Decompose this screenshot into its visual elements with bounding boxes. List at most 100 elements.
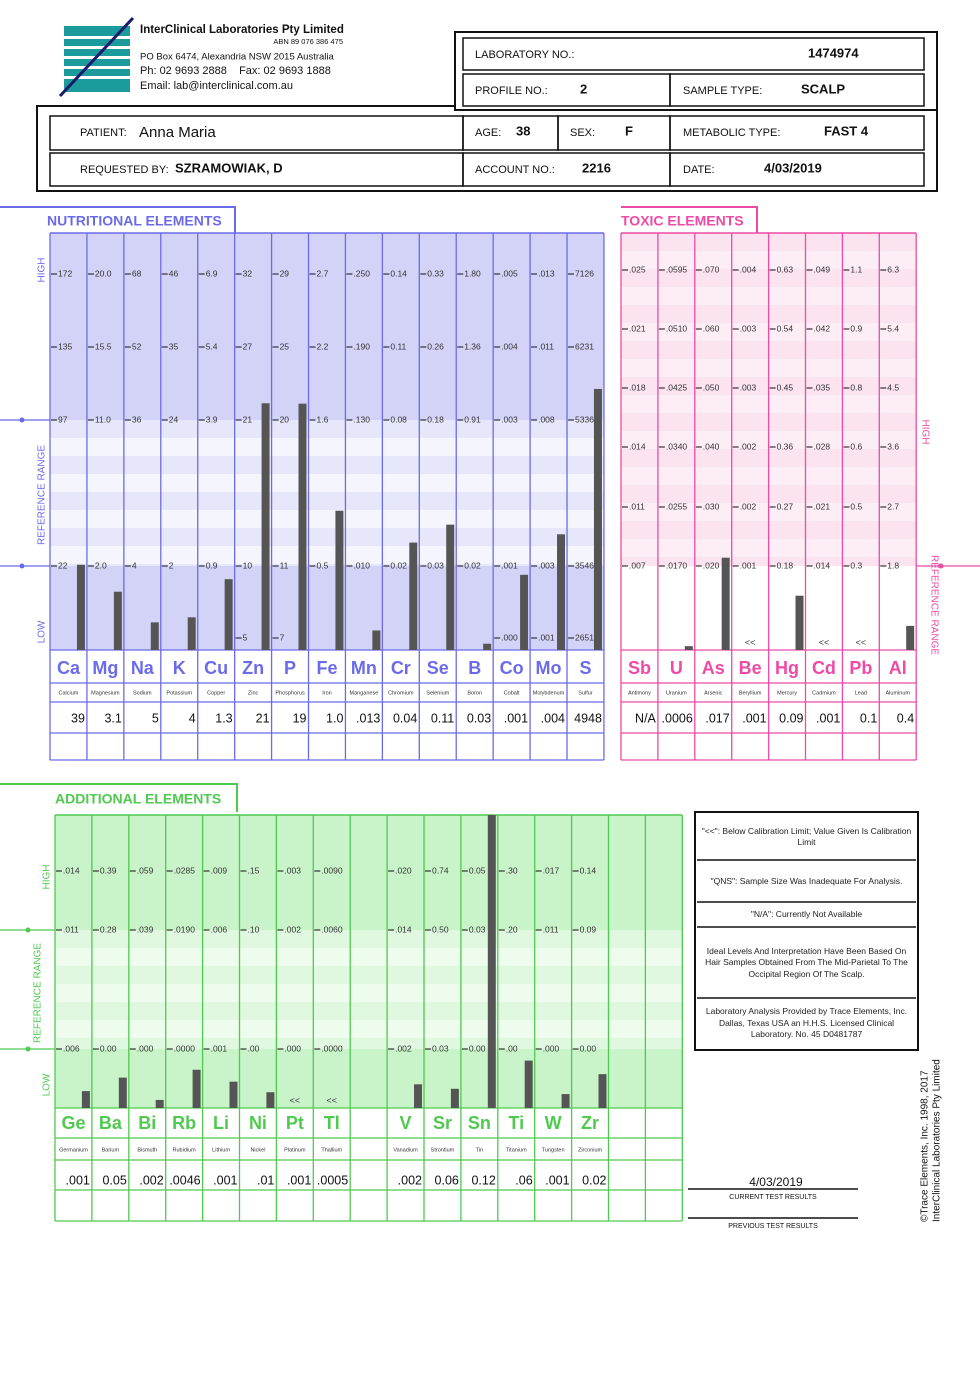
- tick-label: 0.11: [390, 341, 406, 351]
- tick-label: 35: [169, 341, 179, 351]
- tick-label: .00: [248, 1043, 260, 1053]
- panel-tab: [621, 206, 758, 233]
- tick-label: 2.2: [317, 341, 329, 351]
- tick-label: 7: [280, 632, 285, 642]
- header-frame: [36, 31, 938, 192]
- element-symbol: Tl: [324, 1113, 340, 1133]
- current-date: 4/03/2019: [749, 1175, 803, 1189]
- element-name: Strontium: [431, 1147, 455, 1153]
- tick-label: 0.3: [850, 560, 862, 570]
- tick-label: 172: [58, 268, 72, 278]
- tick-label: 7126: [575, 268, 594, 278]
- element-name: Selenium: [426, 690, 449, 696]
- tick-label: .000: [137, 1043, 154, 1053]
- element-name: Tin: [476, 1147, 483, 1153]
- result-bar: [229, 1081, 238, 1108]
- profile: 2: [580, 81, 587, 96]
- result-bar: [561, 1094, 570, 1108]
- result: .017: [705, 711, 729, 725]
- tick-label: 0.03: [432, 1043, 449, 1053]
- tick-label: 10: [243, 560, 253, 570]
- result-bar: [335, 510, 344, 650]
- result-bar: [598, 1074, 607, 1108]
- tick-label: 5.4: [206, 341, 218, 351]
- tick-label: 2.0: [95, 560, 107, 570]
- result-bar: [450, 1088, 459, 1108]
- result: .001: [213, 1173, 237, 1187]
- tick-label: 3.9: [206, 414, 218, 424]
- result: .013: [356, 711, 380, 725]
- element-name: Chromium: [388, 690, 414, 696]
- result-bar: [906, 625, 915, 650]
- tick-label: .00: [506, 1043, 518, 1053]
- tick-label: .004: [740, 264, 757, 274]
- tick-label: .001: [740, 560, 757, 570]
- note: Ideal Levels And Interpretation Have Bee…: [705, 945, 908, 979]
- band-stripe: [55, 1020, 683, 1038]
- profile-label: PROFILE NO.:: [475, 85, 548, 97]
- tick-label: .060: [703, 323, 720, 333]
- element-name: Germanium: [59, 1147, 88, 1153]
- result-bar: [155, 1099, 164, 1108]
- element-name: Lead: [855, 690, 867, 696]
- element-name: Cadmium: [812, 690, 836, 696]
- element-name: Lithium: [212, 1147, 230, 1153]
- tick-label: 0.9: [850, 323, 862, 333]
- tick-label: .021: [814, 501, 831, 511]
- tick-label: 32: [243, 268, 253, 278]
- tick-label: 0.54: [777, 323, 794, 333]
- element-symbol: Se: [427, 658, 449, 678]
- tick-label: .0510: [666, 323, 688, 333]
- tick-label: 0.14: [390, 268, 407, 278]
- tick-label: 0.02: [464, 560, 481, 570]
- tick-label: .009: [211, 865, 228, 875]
- previous-label: PREVIOUS TEST RESULTS: [728, 1223, 818, 1230]
- sample-type: SCALP: [801, 81, 845, 96]
- result: 0.4: [897, 711, 914, 725]
- tick-label: 21: [243, 414, 253, 424]
- address: PO Box 6474, Alexandria NSW 2015 Austral…: [140, 52, 335, 63]
- tick-label: .001: [501, 560, 518, 570]
- side-label: HIGH: [919, 420, 930, 445]
- account-label: ACCOUNT NO.:: [475, 164, 555, 176]
- tick-label: 0.28: [100, 924, 117, 934]
- tick-label: .014: [814, 560, 831, 570]
- element-name: Sulfur: [578, 690, 593, 696]
- result-bar: [414, 1084, 422, 1108]
- element-symbol: Sr: [433, 1113, 452, 1133]
- tick-label: .30: [506, 865, 518, 875]
- tick-label: .0595: [666, 264, 688, 274]
- element-name: Mercury: [777, 690, 797, 696]
- element-symbol: Bi: [138, 1113, 156, 1133]
- band-stripe: [50, 528, 604, 546]
- element-name: Tungsten: [542, 1147, 565, 1153]
- element-symbol: Sn: [468, 1113, 491, 1133]
- element-name: Thallium: [321, 1147, 342, 1153]
- tick-label: .0425: [666, 382, 688, 392]
- tick-label: 0.50: [432, 924, 449, 934]
- sample-type-label: SAMPLE TYPE:: [683, 85, 762, 97]
- element-name: Zirconium: [578, 1147, 603, 1153]
- element-symbol: As: [702, 658, 725, 678]
- date-label: DATE:: [683, 164, 715, 176]
- element-symbol: B: [468, 658, 481, 678]
- tick-label: 15.5: [95, 341, 112, 351]
- band-stripe: [55, 966, 683, 984]
- tick-label: .002: [740, 441, 757, 451]
- element-name: Vanadium: [393, 1147, 418, 1153]
- element-symbol: P: [284, 658, 296, 678]
- abn: ABN 89 076 386 475: [273, 37, 343, 46]
- below-limit: <<: [856, 637, 867, 647]
- tick-label: .030: [703, 501, 720, 511]
- tick-label: 0.63: [777, 264, 794, 274]
- result-bar: [483, 643, 492, 650]
- tick-label: 3.6: [887, 441, 899, 451]
- tick-label: 25: [280, 341, 290, 351]
- tick-label: .003: [284, 865, 301, 875]
- tick-label: 0.33: [427, 268, 444, 278]
- band-stripe: [50, 474, 604, 492]
- panel-title: TOXIC ELEMENTS: [621, 213, 744, 229]
- range-dot: [938, 563, 944, 569]
- result-bar: [446, 524, 455, 650]
- tick-label: .0000: [321, 1043, 343, 1053]
